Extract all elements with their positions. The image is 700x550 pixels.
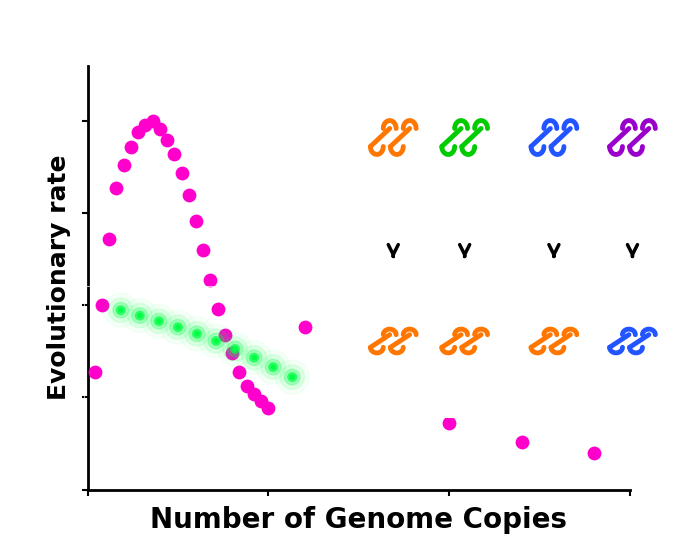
Circle shape — [211, 337, 220, 345]
Circle shape — [174, 323, 182, 332]
Point — [262, 404, 274, 413]
Point — [371, 389, 382, 398]
Point — [212, 305, 223, 314]
Point — [125, 142, 136, 151]
Point — [89, 367, 100, 376]
Circle shape — [138, 314, 142, 318]
Point — [111, 183, 122, 192]
Circle shape — [280, 365, 304, 389]
Point — [176, 168, 187, 177]
Circle shape — [250, 353, 258, 362]
Circle shape — [155, 317, 163, 326]
Point — [147, 117, 158, 125]
Circle shape — [223, 337, 247, 361]
Circle shape — [132, 308, 148, 323]
Circle shape — [116, 306, 125, 315]
Circle shape — [208, 333, 224, 349]
Circle shape — [135, 311, 144, 320]
Circle shape — [157, 319, 161, 323]
Circle shape — [108, 298, 133, 322]
Point — [588, 448, 599, 457]
FancyBboxPatch shape — [318, 260, 696, 422]
Point — [256, 397, 267, 405]
Circle shape — [204, 329, 228, 353]
Circle shape — [252, 355, 256, 360]
Point — [118, 161, 130, 170]
Y-axis label: Evolutionary rate: Evolutionary rate — [47, 155, 71, 400]
Circle shape — [127, 304, 152, 328]
Point — [444, 419, 455, 427]
Point — [335, 360, 346, 368]
Circle shape — [284, 370, 300, 385]
Circle shape — [233, 347, 237, 351]
Circle shape — [290, 375, 295, 379]
FancyBboxPatch shape — [318, 21, 696, 254]
Circle shape — [195, 332, 200, 336]
Point — [516, 437, 527, 446]
Point — [140, 120, 151, 129]
Circle shape — [269, 363, 278, 371]
Circle shape — [228, 341, 243, 357]
Point — [104, 235, 115, 244]
Circle shape — [176, 325, 180, 329]
Point — [169, 150, 180, 159]
Circle shape — [246, 350, 262, 365]
Point — [227, 349, 238, 358]
Circle shape — [261, 355, 286, 379]
Point — [154, 124, 165, 133]
Circle shape — [185, 322, 209, 346]
Circle shape — [146, 309, 171, 333]
Circle shape — [231, 345, 239, 353]
Circle shape — [271, 365, 275, 369]
Point — [162, 135, 173, 144]
Bar — [84, 286, 329, 407]
Circle shape — [193, 329, 202, 338]
Point — [97, 301, 108, 310]
Point — [234, 367, 245, 376]
Circle shape — [113, 302, 129, 318]
Circle shape — [151, 314, 167, 329]
Point — [132, 128, 144, 137]
Circle shape — [288, 373, 297, 382]
Point — [241, 382, 252, 391]
Circle shape — [265, 359, 281, 375]
Point — [197, 246, 209, 255]
Point — [299, 323, 310, 332]
X-axis label: Number of Genome Copies: Number of Genome Copies — [150, 506, 567, 534]
Circle shape — [118, 308, 123, 312]
Point — [219, 331, 230, 339]
Point — [248, 389, 260, 398]
Circle shape — [242, 345, 267, 370]
Circle shape — [214, 339, 218, 343]
Point — [190, 216, 202, 225]
Point — [183, 190, 195, 199]
Point — [205, 275, 216, 284]
Circle shape — [170, 320, 186, 335]
Circle shape — [166, 315, 190, 339]
Circle shape — [189, 326, 205, 342]
